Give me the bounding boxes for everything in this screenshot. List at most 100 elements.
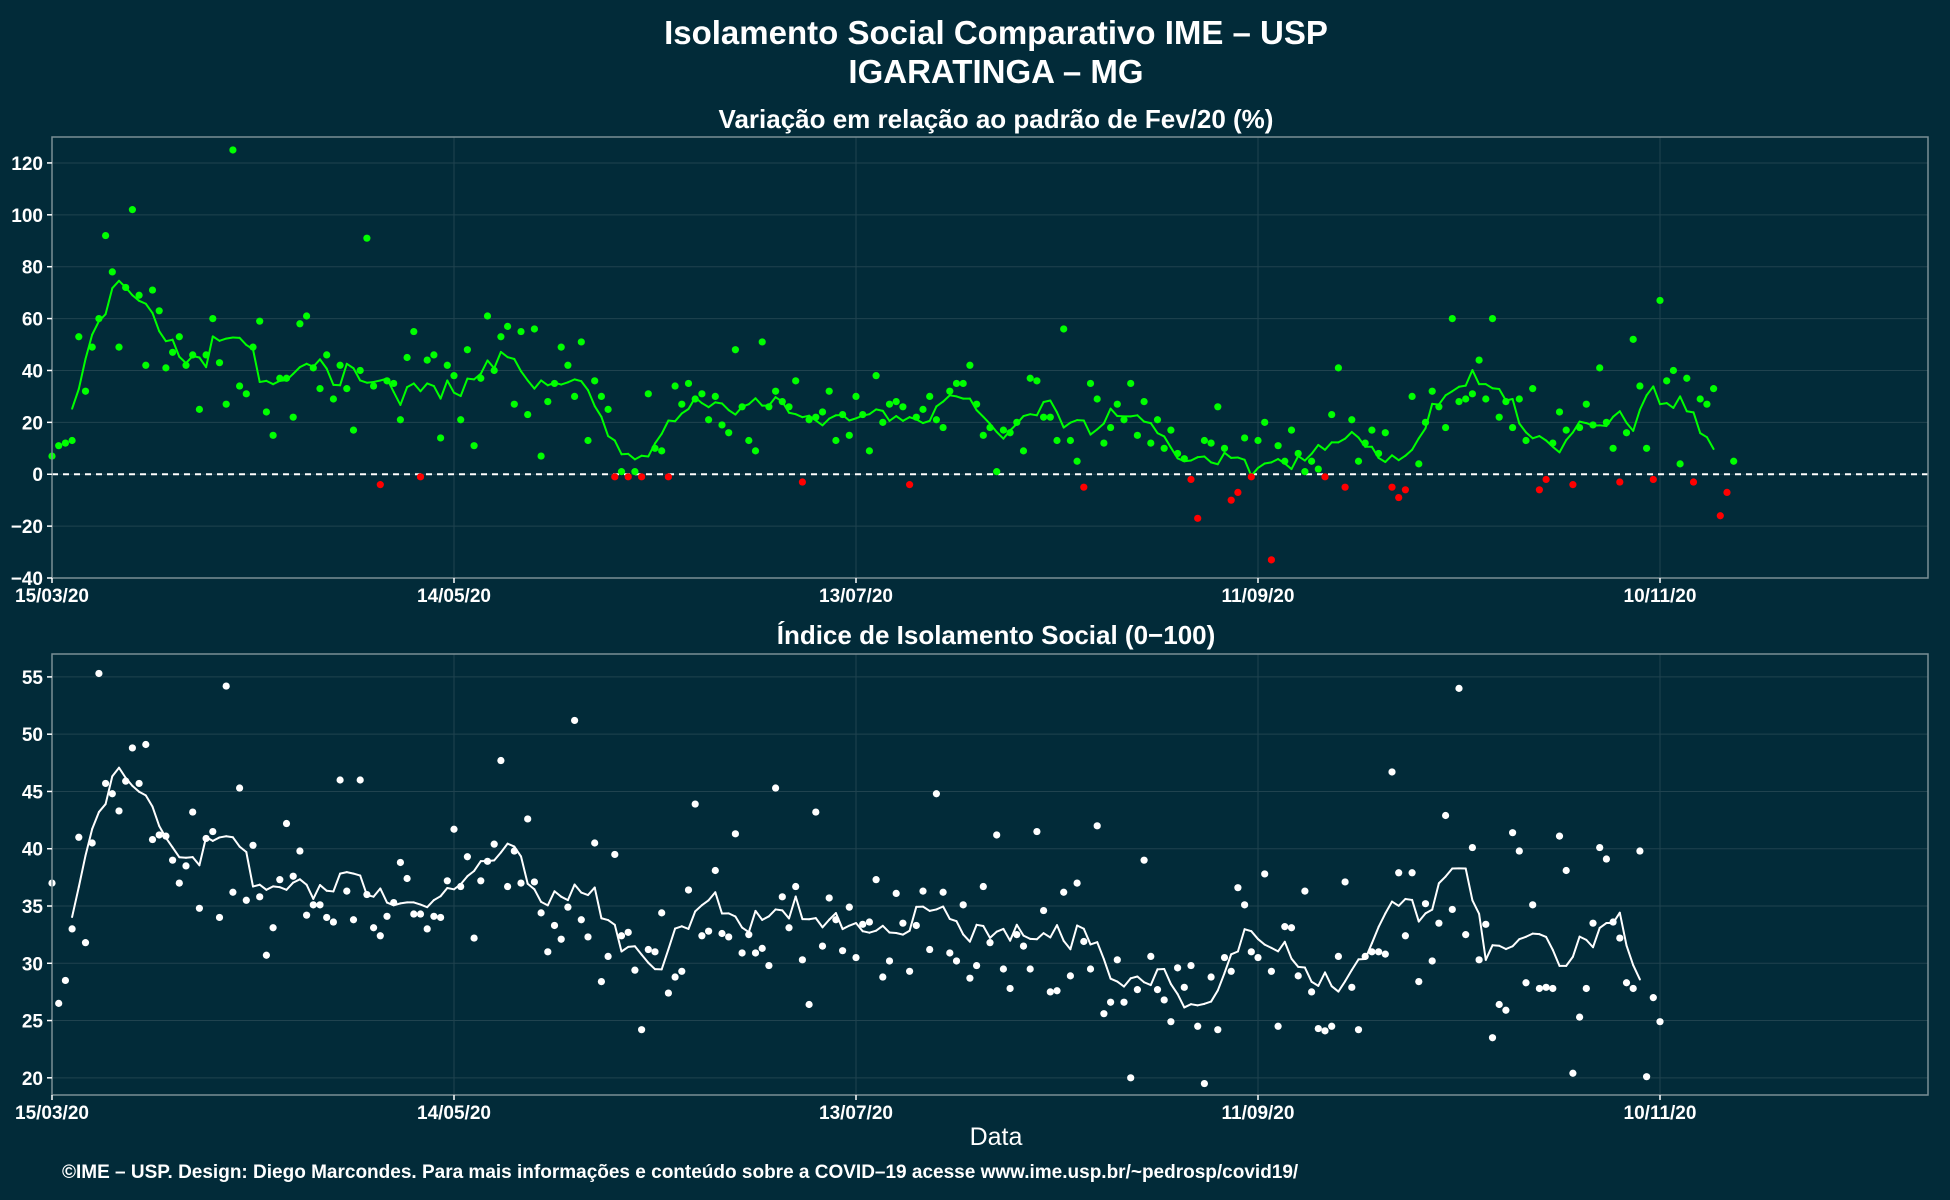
moving-average-segment — [727, 912, 737, 918]
data-point — [1730, 457, 1738, 465]
data-point — [1656, 296, 1664, 305]
data-point — [1656, 1018, 1664, 1026]
moving-average-segment — [1699, 432, 1708, 439]
data-point — [993, 468, 1001, 476]
data-point — [631, 468, 639, 476]
data-point — [1080, 483, 1088, 491]
data-point — [664, 473, 673, 481]
moving-average-segment — [171, 338, 181, 358]
data-point — [1589, 421, 1597, 429]
data-point — [792, 882, 800, 891]
moving-average-segment — [151, 312, 161, 333]
data-point — [1274, 1022, 1282, 1030]
y-tick-label: 30 — [22, 954, 43, 975]
y-tick-label: 80 — [22, 258, 43, 279]
moving-average-segment — [520, 370, 529, 382]
data-point — [309, 901, 317, 909]
moving-average-segment — [1464, 369, 1474, 387]
data-point — [530, 325, 539, 333]
moving-average-segment — [868, 408, 878, 416]
moving-average-segment — [479, 359, 489, 375]
data-point — [102, 231, 110, 240]
data-point — [229, 146, 237, 154]
data-point — [477, 374, 485, 382]
moving-average-segment — [1163, 968, 1172, 986]
data-point — [1133, 431, 1141, 439]
data-point — [1354, 1026, 1363, 1034]
data-point — [148, 286, 157, 294]
data-point — [611, 850, 619, 859]
data-point — [463, 853, 471, 861]
moving-average-segment — [1411, 437, 1420, 451]
data-point — [463, 346, 471, 354]
moving-average-segment — [1243, 458, 1253, 477]
moving-average-segment — [1297, 965, 1306, 969]
data-point — [1214, 403, 1222, 411]
moving-average-segment — [1665, 402, 1675, 409]
data-point — [1509, 423, 1517, 432]
data-point — [959, 379, 967, 388]
moving-average-segment — [225, 336, 234, 340]
data-point — [638, 473, 646, 481]
y-tick-label: 120 — [11, 154, 43, 175]
data-point — [1475, 956, 1483, 964]
moving-average-segment — [1082, 927, 1092, 946]
main-title-line1: Isolamento Social Comparativo IME – USP — [664, 14, 1328, 51]
data-point — [1616, 478, 1624, 486]
data-point — [1421, 418, 1430, 426]
moving-average-segment — [211, 335, 221, 342]
moving-average-segment — [345, 362, 355, 370]
data-point — [1080, 937, 1088, 946]
data-point — [557, 343, 565, 351]
data-point — [591, 839, 599, 847]
moving-average-segment — [868, 929, 878, 934]
data-point — [1448, 314, 1456, 323]
moving-average-segment — [1283, 940, 1293, 960]
data-point — [1234, 488, 1242, 496]
data-point — [437, 434, 445, 442]
data-point — [135, 779, 143, 788]
data-point — [999, 965, 1008, 973]
moving-average-segment — [1042, 932, 1052, 939]
y-tick-label: 25 — [22, 1012, 44, 1033]
data-point — [564, 361, 572, 369]
moving-average-segment — [1324, 441, 1333, 451]
data-point — [1428, 387, 1436, 395]
data-point — [939, 888, 947, 896]
data-point — [1475, 356, 1483, 364]
moving-average-segment — [1290, 455, 1300, 471]
moving-average-segment — [841, 924, 851, 931]
moving-average-segment — [1679, 395, 1688, 413]
data-point — [664, 989, 673, 997]
data-point — [1569, 1069, 1577, 1077]
moving-average-segment — [104, 287, 114, 316]
data-point — [1576, 1013, 1584, 1021]
data-point — [343, 887, 351, 895]
data-point — [1040, 906, 1048, 915]
data-point — [1274, 442, 1282, 450]
moving-average-segment — [975, 923, 985, 927]
x-tick-label: 15/03/20 — [15, 586, 89, 607]
data-point — [1468, 843, 1476, 852]
moving-average-segment — [1250, 930, 1259, 941]
moving-average-segment — [700, 899, 710, 907]
data-point — [1395, 869, 1403, 877]
data-point — [1495, 1000, 1503, 1009]
data-point — [477, 877, 485, 885]
data-point — [1609, 444, 1617, 452]
moving-average-segment — [714, 891, 723, 915]
moving-average-segment — [352, 367, 362, 382]
data-point — [115, 807, 123, 815]
moving-average-segment — [419, 903, 429, 909]
moving-average-segment — [895, 932, 904, 936]
data-point — [725, 429, 733, 437]
data-point — [1086, 379, 1095, 388]
moving-average-segment — [935, 400, 945, 408]
moving-average-segment — [97, 803, 107, 814]
data-point — [1482, 920, 1490, 928]
data-point — [1187, 475, 1195, 484]
data-point — [1254, 436, 1262, 445]
moving-average-segment — [640, 953, 650, 964]
data-point — [973, 400, 981, 408]
moving-average-segment — [426, 899, 435, 909]
